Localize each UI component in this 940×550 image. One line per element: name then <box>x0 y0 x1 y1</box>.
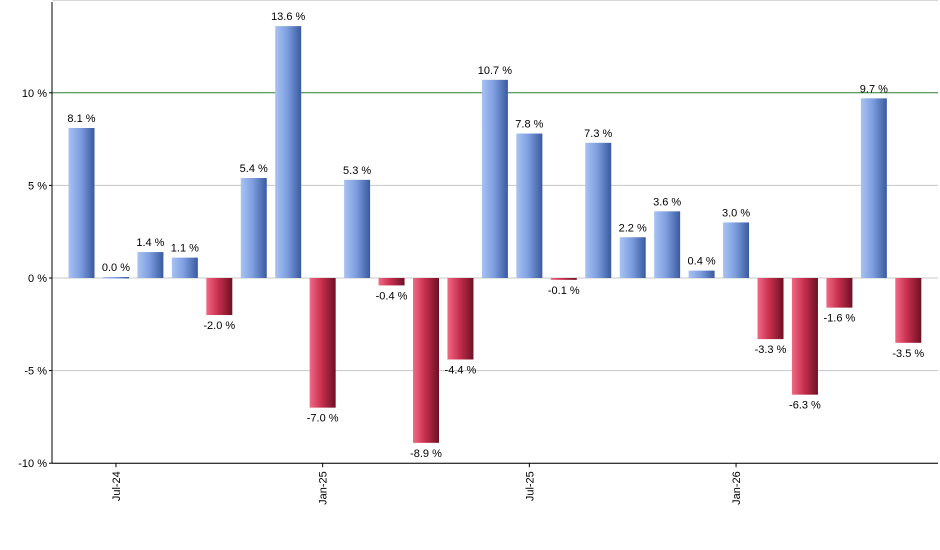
data-label: 3.6 % <box>653 196 681 208</box>
data-label: -0.4 % <box>376 290 408 302</box>
x-tick-label: Jul-25 <box>524 471 536 501</box>
data-label: 3.0 % <box>722 207 750 219</box>
axes: -10 % -5 % 0 % 5 % 10 % Jul-24 Jan-25 Jul-25 Jan… <box>18 2 938 505</box>
data-label: 7.3 % <box>584 128 612 140</box>
bar <box>723 222 750 278</box>
bar <box>309 278 336 408</box>
bar <box>757 278 784 340</box>
data-label: -6.3 % <box>789 400 821 412</box>
data-label: -2.0 % <box>203 320 235 332</box>
data-labels: 8.1 % 0.0 % 1.4 % 1.1 % -2.0 % 5.4 % 13.6 % -7.… <box>67 11 924 460</box>
bar <box>102 277 129 279</box>
data-label: 7.8 % <box>515 119 543 131</box>
bar <box>619 237 646 278</box>
bar <box>275 26 302 278</box>
data-label: 0.4 % <box>688 256 716 268</box>
bar <box>344 179 371 278</box>
y-tick-label: -10 % <box>18 458 47 470</box>
y-tick-label: -5 % <box>24 366 47 378</box>
bar <box>378 278 405 286</box>
bar <box>171 257 198 278</box>
data-label: -3.5 % <box>892 348 924 360</box>
bars <box>68 26 922 443</box>
data-label: -8.9 % <box>410 448 442 460</box>
data-label: 1.1 % <box>171 243 199 255</box>
bar <box>895 278 922 343</box>
bar <box>550 278 577 280</box>
bar <box>585 142 612 278</box>
bar <box>137 252 164 278</box>
data-label: 5.4 % <box>240 163 268 175</box>
data-label: -0.1 % <box>548 285 580 297</box>
data-label: 13.6 % <box>271 11 305 23</box>
bar <box>654 211 681 278</box>
y-tick-label: 0 % <box>28 273 47 285</box>
bar <box>240 177 267 278</box>
bar <box>413 278 439 443</box>
data-label: 9.7 % <box>860 83 888 95</box>
bar <box>481 79 508 278</box>
bar <box>516 133 543 278</box>
bar <box>791 278 818 395</box>
bar <box>206 278 233 316</box>
data-label: 0.0 % <box>102 262 130 274</box>
x-tick-label: Jul-24 <box>111 471 123 501</box>
bar <box>688 270 715 278</box>
data-label: -7.0 % <box>307 413 339 425</box>
data-label: 8.1 % <box>67 113 95 125</box>
bar <box>860 98 887 278</box>
data-label: 1.4 % <box>136 237 164 249</box>
data-label: -1.6 % <box>824 313 856 325</box>
bar <box>826 278 853 308</box>
data-label: -3.3 % <box>755 344 787 356</box>
x-tick-label: Jan-25 <box>318 471 330 505</box>
data-label: 5.3 % <box>343 165 371 177</box>
data-label: -4.4 % <box>445 364 477 376</box>
y-tick-label: 10 % <box>22 88 47 100</box>
bar <box>68 127 95 278</box>
data-label: 10.7 % <box>478 65 512 77</box>
bar <box>447 278 474 360</box>
x-tick-label: Jan-26 <box>731 471 743 505</box>
data-label: 2.2 % <box>619 222 647 234</box>
y-tick-label: 5 % <box>28 180 47 192</box>
